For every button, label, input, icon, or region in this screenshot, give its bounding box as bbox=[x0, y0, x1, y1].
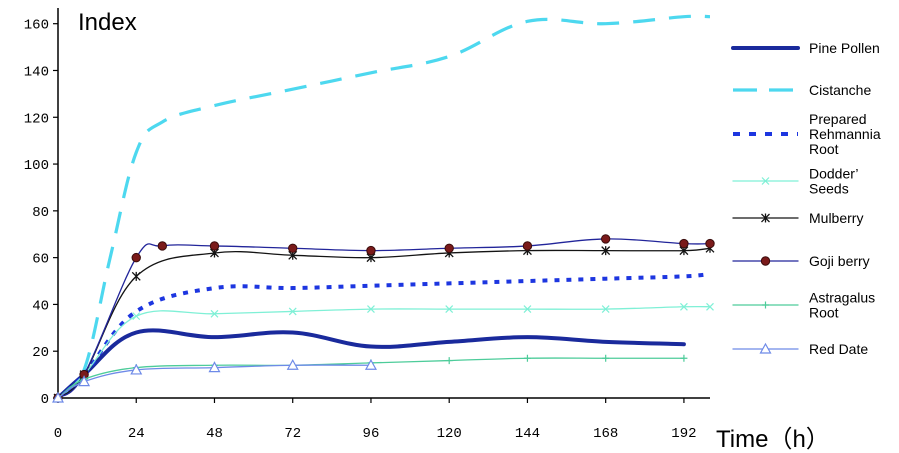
legend-entry: Pine Pollen bbox=[731, 40, 880, 56]
y-tick-label: 80 bbox=[32, 205, 49, 221]
series-line bbox=[56, 328, 686, 400]
data-point bbox=[679, 302, 688, 311]
y-tick-label: 160 bbox=[24, 18, 49, 34]
y-tick-label: 120 bbox=[24, 111, 49, 127]
y-axis-title: Index bbox=[78, 9, 137, 36]
series-cistanche bbox=[56, 14, 711, 400]
data-point bbox=[210, 309, 219, 318]
legend-label: Mulberry bbox=[809, 210, 863, 226]
data-point bbox=[209, 241, 220, 251]
data-point bbox=[600, 234, 611, 244]
x-tick-label: 168 bbox=[593, 426, 618, 442]
x-tick-label: 48 bbox=[206, 426, 223, 442]
tick-labels: 0 20 40 60 80 100 120 140 160 0 24 48 72 96 120 144 168 1… bbox=[24, 18, 697, 442]
legend: Pine Pollen Cistanche Prepared Rehmannia Roo… bbox=[731, 40, 881, 357]
legend-label: Goji berry bbox=[809, 253, 870, 269]
data-point bbox=[601, 305, 610, 314]
x-axis-title: Time（h） bbox=[716, 426, 830, 453]
x-tick-label: 96 bbox=[363, 426, 380, 442]
data-point bbox=[523, 354, 531, 362]
data-point bbox=[444, 243, 454, 253]
data-point bbox=[602, 354, 610, 362]
legend-label: Cistanche bbox=[809, 82, 871, 98]
legend-label: Pine Pollen bbox=[809, 40, 880, 56]
data-point bbox=[131, 271, 141, 281]
legend-entry: Dodder’ Seeds bbox=[732, 166, 859, 197]
y-tick-label: 60 bbox=[32, 252, 49, 268]
data-point bbox=[445, 357, 453, 365]
legend-marker bbox=[759, 342, 772, 354]
series-mulberry bbox=[53, 243, 715, 403]
legend-entry: Goji berry bbox=[732, 253, 870, 269]
data-point bbox=[78, 375, 91, 387]
data-point bbox=[366, 245, 376, 256]
data-point bbox=[288, 307, 297, 316]
data-point bbox=[130, 363, 143, 375]
series-line bbox=[57, 357, 685, 399]
data-point bbox=[522, 241, 533, 251]
data-point bbox=[679, 238, 689, 249]
x-tick-label: 24 bbox=[128, 426, 145, 442]
legend-label: Prepared Rehmannia Root bbox=[809, 111, 881, 157]
legend-marker bbox=[762, 301, 769, 309]
x-tick-label: 120 bbox=[437, 426, 462, 442]
data-point bbox=[601, 246, 611, 256]
data-point bbox=[157, 241, 168, 251]
data-point bbox=[288, 243, 298, 253]
y-tick-label: 20 bbox=[32, 345, 49, 361]
series-line bbox=[57, 247, 711, 399]
legend-entry: Cistanche bbox=[733, 82, 871, 98]
x-tick-label: 192 bbox=[671, 426, 696, 442]
legend-marker bbox=[761, 177, 770, 185]
data-point bbox=[367, 305, 375, 314]
y-tick-label: 100 bbox=[24, 158, 49, 174]
series-line bbox=[57, 305, 711, 399]
legend-entry: Astragalus Root bbox=[732, 290, 875, 321]
legend-label: Dodder’ Seeds bbox=[809, 166, 859, 197]
data-point bbox=[208, 361, 221, 373]
series-line bbox=[56, 272, 711, 400]
data-point bbox=[445, 305, 454, 314]
data-point bbox=[131, 252, 141, 263]
data-point bbox=[523, 305, 532, 314]
series-layer bbox=[51, 14, 715, 403]
data-point bbox=[680, 354, 688, 362]
series-dodder-seeds bbox=[54, 302, 714, 402]
series-red-date bbox=[51, 359, 377, 403]
series-prepared-rehmannia-root bbox=[56, 272, 711, 400]
data-point bbox=[51, 391, 65, 403]
data-point bbox=[706, 302, 714, 311]
x-tick-label: 144 bbox=[515, 426, 540, 442]
y-tick-label: 40 bbox=[32, 298, 49, 314]
data-point bbox=[286, 359, 299, 370]
y-tick-label: 0 bbox=[41, 392, 49, 408]
data-point bbox=[364, 359, 377, 370]
x-tick-label: 0 bbox=[54, 426, 62, 442]
series-line bbox=[56, 14, 711, 400]
series-pine-pollen bbox=[56, 328, 686, 400]
data-point bbox=[705, 238, 715, 249]
series-goji-berry bbox=[53, 234, 715, 403]
legend-entry: Red Date bbox=[732, 341, 868, 357]
legend-entry: Mulberry bbox=[732, 210, 863, 226]
legend-marker bbox=[761, 213, 770, 223]
legend-entry: Prepared Rehmannia Root bbox=[733, 111, 881, 157]
y-tick-label: 140 bbox=[24, 64, 49, 80]
legend-label: Red Date bbox=[809, 341, 868, 357]
data-point bbox=[132, 312, 141, 321]
legend-label: Astragalus Root bbox=[809, 290, 875, 321]
legend-marker bbox=[760, 256, 771, 266]
x-tick-label: 72 bbox=[284, 426, 301, 442]
